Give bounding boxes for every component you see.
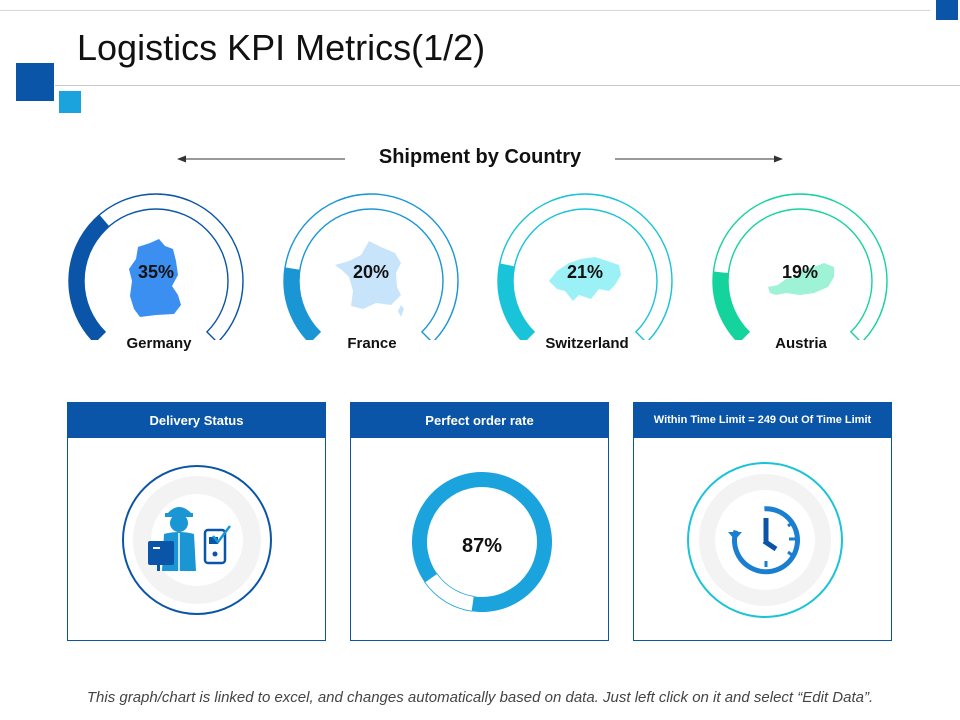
gauge-track: [283, 193, 459, 340]
gauge-value-france: 20%: [352, 262, 390, 282]
gauge-france: [283, 193, 459, 340]
gauge-chart: [68, 193, 888, 340]
package-icon: [148, 541, 174, 571]
time-limit-illustration: [687, 462, 843, 618]
gauge-track: [497, 193, 673, 340]
page-title: Logistics KPI Metrics(1/2): [77, 27, 486, 68]
gauge-fill: [713, 271, 750, 340]
gauge-switzerland: [497, 193, 673, 340]
section-title: Shipment by Country: [0, 146, 960, 169]
corner-square: [936, 0, 958, 20]
gauge-fill: [284, 267, 321, 340]
gauge-label-france: France: [347, 335, 397, 352]
title-square-small: [59, 91, 81, 113]
map-germany: [129, 239, 181, 317]
gauge-value-germany: 35%: [137, 262, 175, 282]
title-rule: [55, 85, 960, 86]
card-perfect-order-rate: Perfect order rate: [350, 402, 609, 641]
card-title: Delivery Status: [68, 403, 325, 438]
perfect-order-value: 87%: [461, 535, 503, 557]
card-delivery-status: Delivery Status: [67, 402, 326, 641]
perfect-order-donut: [412, 472, 552, 612]
map-france: [335, 241, 404, 317]
section-arrow: [177, 155, 783, 163]
checklist-device-icon: [203, 525, 231, 565]
gauge-label-switzerland: Switzerland: [545, 335, 629, 352]
footer-note: This graph/chart is linked to excel, and…: [86, 689, 874, 706]
gauge-track: [712, 193, 888, 340]
map-switzerland: [549, 257, 621, 301]
gauge-fill: [68, 214, 110, 340]
donut-remainder-arc: [424, 572, 475, 612]
gauge-value-austria: 19%: [781, 262, 819, 282]
gauge-label-austria: Austria: [775, 335, 827, 352]
card-title: Perfect order rate: [351, 403, 608, 438]
card-title: Within Time Limit = 249 Out Of Time Limi…: [634, 403, 891, 438]
clock-icon: [728, 506, 800, 575]
top-rule: [0, 10, 930, 11]
map-austria: [768, 263, 834, 295]
gauge-germany: [68, 193, 244, 340]
gauge-value-switzerland: 21%: [566, 262, 604, 282]
gauge-austria: [712, 193, 888, 340]
gauge-label-germany: Germany: [126, 335, 192, 352]
delivery-illustration: [122, 465, 272, 615]
card-time-limit: Within Time Limit = 249 Out Of Time Limi…: [633, 402, 892, 641]
title-square-large: [16, 63, 54, 101]
gauge-fill: [498, 263, 535, 340]
